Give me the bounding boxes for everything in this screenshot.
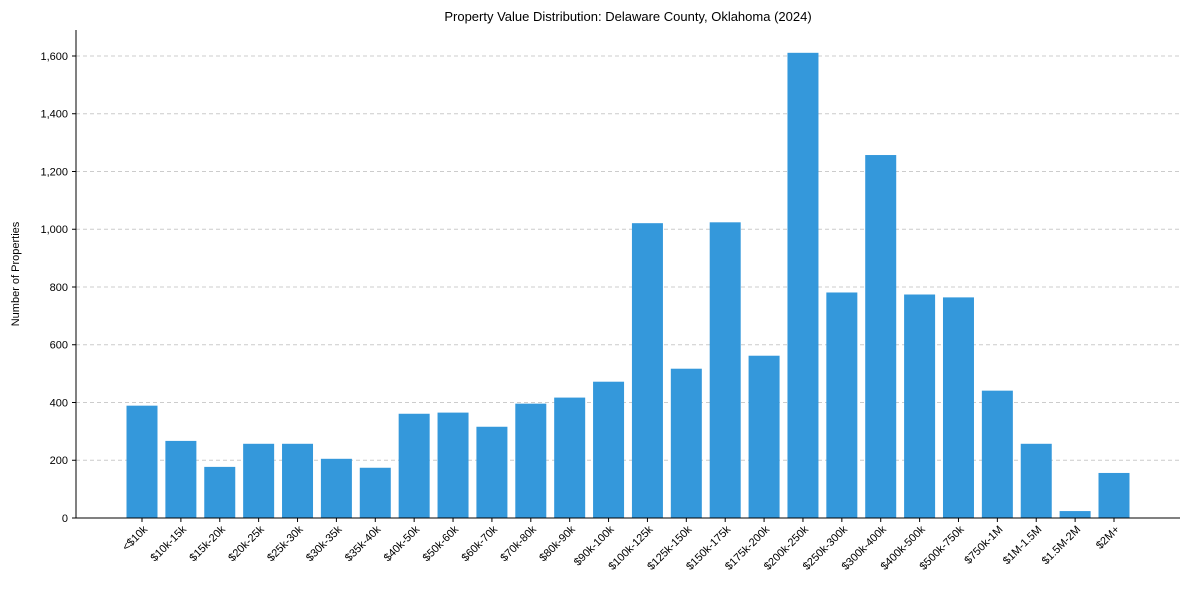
bar xyxy=(398,413,430,518)
bar xyxy=(593,381,625,518)
bar xyxy=(243,443,275,518)
x-tick-label: $15k-20k xyxy=(187,523,228,564)
y-tick-label: 0 xyxy=(62,513,68,525)
x-tick-label: $35k-40k xyxy=(343,523,384,564)
bar xyxy=(865,155,897,518)
y-tick-label: 1,600 xyxy=(40,51,68,63)
bar xyxy=(320,458,352,518)
x-tick-label: $50k-60k xyxy=(421,523,462,564)
y-tick-label: 1,200 xyxy=(40,166,68,178)
x-tick-label: $30k-35k xyxy=(304,523,345,564)
bar xyxy=(204,466,236,518)
x-tick-label: $20k-25k xyxy=(226,523,267,564)
bar xyxy=(515,403,547,518)
x-tick-label: $10k-15k xyxy=(149,523,190,564)
bar xyxy=(437,412,469,518)
bar xyxy=(554,397,586,518)
chart-title: Property Value Distribution: Delaware Co… xyxy=(444,9,811,24)
x-tick-label: $1.5M-2M xyxy=(1040,524,1084,568)
y-tick-label: 200 xyxy=(50,455,68,467)
bar xyxy=(787,52,819,519)
x-tick-label: $70k-80k xyxy=(498,523,539,564)
bar xyxy=(1020,443,1052,518)
bar xyxy=(631,223,663,518)
bar xyxy=(476,426,508,518)
x-tick-label: $750k-1M xyxy=(962,524,1005,567)
y-tick-label: 800 xyxy=(50,282,68,294)
bar xyxy=(670,368,702,518)
x-tick-label: <$10k xyxy=(120,523,150,553)
bar xyxy=(942,297,974,518)
bar xyxy=(748,355,780,518)
y-tick-label: 1,000 xyxy=(40,224,68,236)
x-tick-label: $2M+ xyxy=(1094,524,1122,552)
bar xyxy=(165,440,197,518)
bar xyxy=(359,467,391,518)
y-axis-label: Number of Properties xyxy=(10,221,22,326)
x-tick-label: $25k-30k xyxy=(265,523,306,564)
bar xyxy=(1098,472,1130,518)
y-tick-label: 600 xyxy=(50,340,68,352)
x-tick-label: $40k-50k xyxy=(382,523,423,564)
y-tick-label: 400 xyxy=(50,397,68,409)
bar xyxy=(826,292,858,518)
bar xyxy=(126,405,158,518)
x-tick-label: $1M-1.5M xyxy=(1001,524,1045,568)
y-tick-label: 1,400 xyxy=(40,109,68,121)
x-tick-label: $80k-90k xyxy=(537,523,578,564)
bar xyxy=(981,390,1013,518)
x-tick-label: $60k-70k xyxy=(460,523,501,564)
bar xyxy=(1059,511,1091,518)
bar xyxy=(904,294,936,518)
bar xyxy=(282,443,314,518)
bar xyxy=(709,222,741,518)
